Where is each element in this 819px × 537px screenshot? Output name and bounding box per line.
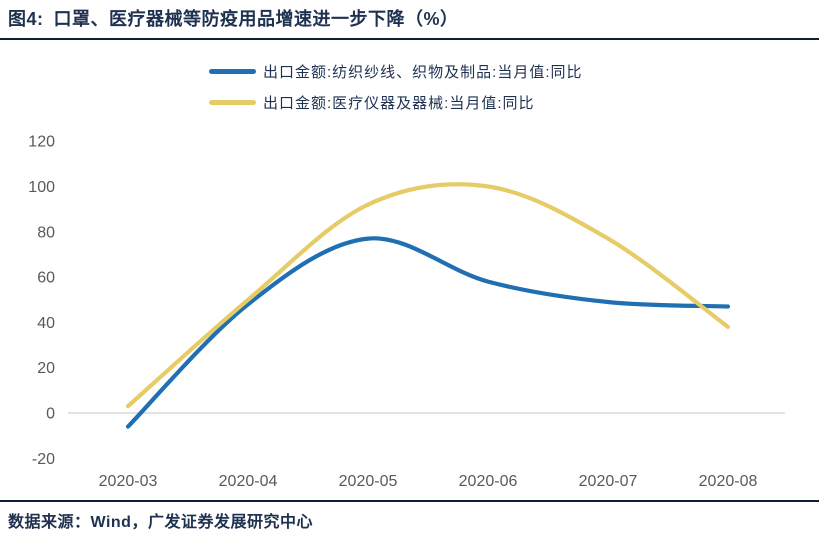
y-tick-label: 0 [46,406,55,423]
legend-swatch [209,69,256,74]
legend-item: 出口金额:医疗仪器及器械:当月值:同比 [209,87,583,118]
y-tick-label: 60 [37,270,55,287]
y-tick-label: 120 [28,134,55,151]
x-tick-label: 2020-06 [459,473,518,490]
legend-label: 出口金额:医疗仪器及器械:当月值:同比 [263,95,535,112]
figure-title-text: 口罩、医疗器械等防疫用品增速进一步下降（%） [53,9,459,29]
x-tick-label: 2020-07 [579,473,638,490]
series-line-textile [125,236,731,429]
series-line-medical [125,182,731,409]
y-tick-label: 80 [37,224,55,241]
y-tick-label: -20 [32,451,55,468]
figure-title: 图4: 口罩、医疗器械等防疫用品增速进一步下降（%） [8,5,459,31]
data-source: 数据来源：Wind，广发证券发展研究中心 [8,514,313,531]
legend-swatch [209,100,256,105]
x-tick-label: 2020-04 [219,473,278,490]
y-tick-label: 100 [28,179,55,196]
chart-legend: 出口金额:纺织纱线、织物及制品:当月值:同比 出口金额:医疗仪器及器械:当月值:同… [209,56,583,118]
y-tick-label: 40 [37,315,55,332]
x-tick-label: 2020-05 [339,473,398,490]
x-tick-label: 2020-08 [699,473,758,490]
title-divider [0,38,819,40]
footer-divider [0,500,819,502]
figure-number: 图4: [8,9,44,29]
x-tick-label: 2020-03 [99,473,158,490]
legend-item: 出口金额:纺织纱线、织物及制品:当月值:同比 [209,56,583,87]
legend-label: 出口金额:纺织纱线、织物及制品:当月值:同比 [263,64,583,81]
y-tick-label: 20 [37,360,55,377]
